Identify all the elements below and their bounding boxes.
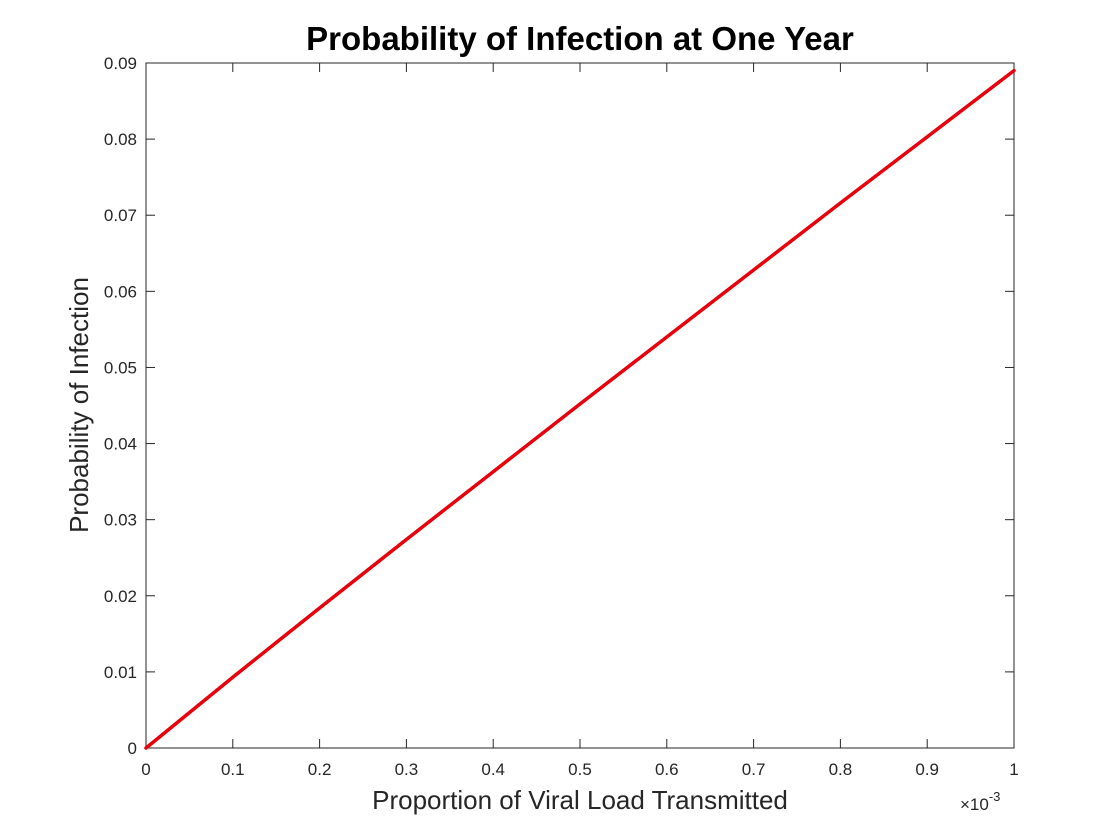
data-point xyxy=(1012,69,1016,73)
data-point xyxy=(491,470,495,474)
y-tick-label: 0.08 xyxy=(104,130,137,149)
x-tick-label: 0.7 xyxy=(742,760,766,779)
x-axis-exponent: ×10-3 xyxy=(960,789,1000,814)
y-tick-label: 0.06 xyxy=(104,282,137,301)
y-tick-label: 0.07 xyxy=(104,206,137,225)
x-tick-label: 0.2 xyxy=(308,760,332,779)
y-tick-label: 0.05 xyxy=(104,358,137,377)
chart-title: Probability of Infection at One Year xyxy=(306,20,854,57)
data-point xyxy=(231,675,235,679)
data-point xyxy=(404,537,408,541)
data-point xyxy=(925,135,929,139)
x-tick-label: 0.3 xyxy=(395,760,419,779)
y-tick-label: 0.09 xyxy=(104,54,137,73)
data-point xyxy=(578,402,582,406)
x-axis-exponent-base: ×10 xyxy=(960,795,989,814)
x-tick-label: 0.9 xyxy=(915,760,939,779)
y-tick-label: 0.04 xyxy=(104,435,137,454)
x-axis-label: Proportion of Viral Load Transmitted xyxy=(372,785,788,815)
x-axis-ticks: 0 0.1 0.2 0.3 0.4 0.5 0.6 0.7 0.8 0.9 1 xyxy=(141,63,1019,779)
x-axis-exponent-power: -3 xyxy=(989,789,1001,804)
y-tick-label: 0.02 xyxy=(104,587,137,606)
x-tick-label: 0.6 xyxy=(655,760,679,779)
y-tick-label: 0 xyxy=(128,739,137,758)
data-point xyxy=(752,268,756,272)
x-tick-label: 0.5 xyxy=(568,760,592,779)
data-point xyxy=(665,335,669,339)
y-tick-label: 0.03 xyxy=(104,511,137,530)
y-axis-label: Probability of Infection xyxy=(64,277,94,533)
data-point xyxy=(318,606,322,610)
x-tick-label: 0.4 xyxy=(481,760,505,779)
x-tick-label: 0.8 xyxy=(829,760,853,779)
y-axis-ticks: 0 0.01 0.02 0.03 0.04 0.05 0.06 0.07 0.08 0.09 xyxy=(104,54,1014,758)
series-layer xyxy=(144,68,1016,750)
x-tick-label: 0.1 xyxy=(221,760,245,779)
x-tick-label: 1 xyxy=(1009,760,1018,779)
x-tick-label: 0 xyxy=(141,760,150,779)
data-point xyxy=(144,746,148,750)
y-tick-label: 0.01 xyxy=(104,663,137,682)
data-point xyxy=(838,201,842,205)
